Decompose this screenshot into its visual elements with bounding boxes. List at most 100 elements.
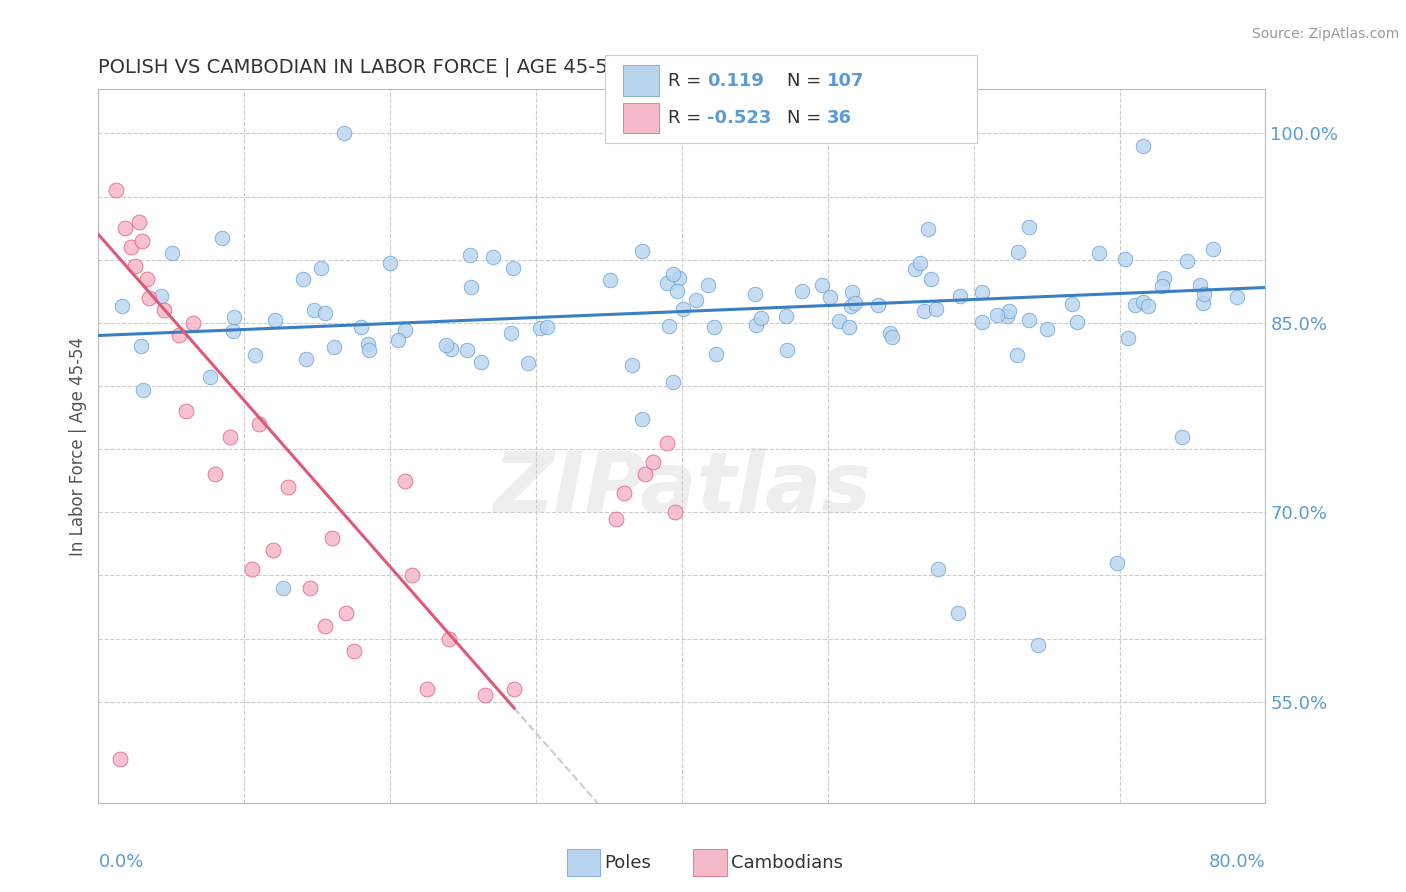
Point: [434, 337, 457, 351]
Point: [1107, 556, 1129, 570]
Point: [153, 303, 176, 318]
Point: [668, 270, 690, 285]
Point: [245, 348, 267, 362]
Point: [114, 221, 136, 235]
Point: [744, 286, 766, 301]
Point: [222, 324, 245, 338]
Point: [1188, 278, 1211, 293]
Point: [262, 543, 284, 558]
Point: [401, 568, 423, 582]
Text: Poles: Poles: [605, 854, 651, 871]
Point: [357, 337, 380, 351]
Point: [298, 581, 321, 595]
Text: 107: 107: [827, 71, 865, 89]
Point: [482, 251, 505, 265]
Point: [665, 285, 688, 299]
Text: N =: N =: [787, 71, 821, 89]
Point: [868, 298, 890, 312]
Point: [1136, 299, 1159, 313]
Text: N =: N =: [787, 110, 821, 128]
Point: [662, 267, 685, 281]
Point: [200, 370, 222, 384]
Point: [160, 245, 183, 260]
Point: [440, 342, 463, 356]
Point: [204, 467, 226, 482]
Point: [818, 290, 841, 304]
Point: [1018, 313, 1040, 327]
Point: [841, 299, 863, 313]
Y-axis label: In Labor Force | Age 45-54: In Labor Force | Age 45-54: [69, 336, 87, 556]
Text: 80.0%: 80.0%: [1209, 854, 1265, 871]
Point: [291, 272, 314, 286]
Point: [751, 311, 773, 326]
Point: [704, 347, 727, 361]
Point: [655, 276, 678, 290]
Point: [132, 383, 155, 397]
Text: 0.0%: 0.0%: [98, 854, 143, 871]
Point: [904, 261, 927, 276]
Point: [1192, 287, 1215, 301]
Point: [131, 234, 153, 248]
Point: [1005, 348, 1028, 362]
Point: [1123, 297, 1146, 311]
Point: [920, 271, 942, 285]
Point: [218, 429, 240, 443]
Point: [1036, 321, 1059, 335]
Point: [631, 244, 654, 258]
Point: [790, 284, 813, 298]
Point: [1132, 294, 1154, 309]
Point: [394, 323, 416, 337]
Point: [536, 319, 558, 334]
Point: [309, 260, 332, 275]
Point: [456, 343, 478, 357]
Point: [470, 355, 492, 369]
Point: [776, 343, 799, 358]
Point: [458, 248, 481, 262]
Point: [321, 531, 343, 545]
Point: [910, 256, 932, 270]
Text: Cambodians: Cambodians: [731, 854, 844, 871]
Point: [672, 302, 695, 317]
Point: [1066, 315, 1088, 329]
Point: [841, 285, 863, 300]
Point: [387, 333, 409, 347]
Point: [948, 607, 970, 621]
Point: [949, 289, 972, 303]
Point: [844, 296, 866, 310]
Point: [917, 222, 939, 236]
Point: [634, 467, 657, 482]
Point: [128, 215, 150, 229]
Point: [174, 404, 197, 418]
Point: [1026, 638, 1049, 652]
Point: [503, 682, 526, 697]
Point: [247, 417, 270, 431]
Point: [517, 356, 540, 370]
Point: [502, 260, 524, 275]
Text: -0.523: -0.523: [707, 110, 772, 128]
Point: [744, 318, 766, 332]
Point: [1202, 242, 1225, 256]
Point: [1153, 271, 1175, 285]
Point: [343, 644, 366, 658]
Point: [925, 301, 948, 316]
Point: [333, 127, 356, 141]
Point: [135, 271, 157, 285]
Point: [641, 455, 664, 469]
Point: [263, 313, 285, 327]
Point: [630, 411, 652, 425]
Point: [838, 319, 860, 334]
Text: POLISH VS CAMBODIAN IN LABOR FORCE | AGE 45-54 CORRELATION CHART: POLISH VS CAMBODIAN IN LABOR FORCE | AGE…: [98, 57, 838, 77]
Point: [104, 183, 127, 197]
Point: [986, 308, 1008, 322]
Point: [394, 474, 416, 488]
Point: [882, 329, 904, 343]
Point: [998, 304, 1021, 318]
Point: [1062, 297, 1084, 311]
Point: [697, 278, 720, 293]
Point: [1114, 252, 1136, 267]
Point: [271, 581, 294, 595]
Point: [811, 277, 834, 292]
Point: [1226, 290, 1249, 304]
Point: [972, 285, 994, 299]
Point: [657, 435, 679, 450]
